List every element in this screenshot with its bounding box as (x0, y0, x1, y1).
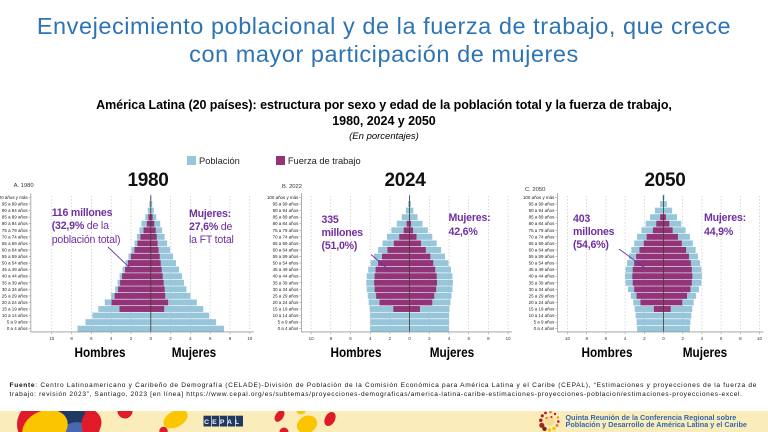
svg-text:30 a 34 años: 30 a 34 años (529, 287, 555, 292)
svg-text:55 a 59 años: 55 a 59 años (2, 254, 28, 259)
svg-text:10: 10 (49, 336, 54, 341)
svg-text:80 a 84 años: 80 a 84 años (273, 221, 299, 226)
svg-text:8: 8 (739, 336, 742, 341)
svg-text:10: 10 (247, 336, 252, 341)
svg-text:10 a 14 años: 10 a 14 años (529, 313, 555, 318)
svg-text:10: 10 (757, 336, 762, 341)
svg-text:35 a 39 años: 35 a 39 años (2, 280, 28, 285)
svg-text:50 a 54 años: 50 a 54 años (529, 261, 555, 266)
svg-text:35 a 39 años: 35 a 39 años (529, 280, 555, 285)
svg-text:CEPAL: CEPAL (204, 418, 242, 425)
svg-text:45 a 49 años: 45 a 49 años (529, 267, 555, 272)
svg-text:70 a 74 años: 70 a 74 años (273, 234, 299, 239)
svg-text:2: 2 (428, 336, 431, 341)
svg-text:6: 6 (720, 336, 723, 341)
svg-text:10: 10 (565, 336, 570, 341)
svg-text:4: 4 (448, 336, 451, 341)
svg-text:4: 4 (369, 336, 372, 341)
svg-text:0 a 4 años: 0 a 4 años (278, 326, 300, 331)
svg-text:20 a 24 años: 20 a 24 años (529, 300, 555, 305)
svg-text:10 a 14 años: 10 a 14 años (2, 313, 28, 318)
svg-text:75 a 79 años: 75 a 79 años (273, 228, 299, 233)
svg-text:40 a 44 años: 40 a 44 años (2, 274, 28, 279)
svg-text:85 a 89 años: 85 a 89 años (2, 215, 28, 220)
svg-text:25 a 29 años: 25 a 29 años (529, 293, 555, 298)
svg-text:2: 2 (643, 336, 646, 341)
svg-text:70 a 74 años: 70 a 74 años (2, 234, 28, 239)
svg-text:55 a 59 años: 55 a 59 años (529, 254, 555, 259)
svg-text:4: 4 (189, 336, 192, 341)
svg-text:40 a 44 años: 40 a 44 años (529, 274, 555, 279)
svg-text:60 a 64 años: 60 a 64 años (273, 247, 299, 252)
svg-text:2: 2 (169, 336, 172, 341)
svg-text:5 a 9 años: 5 a 9 años (7, 320, 29, 325)
svg-text:8: 8 (487, 336, 490, 341)
svg-text:85 a 89 años: 85 a 89 años (273, 215, 299, 220)
svg-text:6: 6 (605, 336, 608, 341)
svg-text:6: 6 (349, 336, 352, 341)
svg-text:40 a 44 años: 40 a 44 años (273, 274, 299, 279)
svg-text:50 a 54 años: 50 a 54 años (2, 261, 28, 266)
svg-text:65 a 69 años: 65 a 69 años (2, 241, 28, 246)
svg-text:0: 0 (408, 336, 411, 341)
svg-text:15 a 19 años: 15 a 19 años (273, 307, 299, 312)
svg-text:30 a 34 años: 30 a 34 años (273, 287, 299, 292)
svg-text:90 a 94 años: 90 a 94 años (529, 208, 555, 213)
svg-text:2: 2 (130, 336, 133, 341)
svg-text:80 a 84 años: 80 a 84 años (2, 221, 28, 226)
svg-text:4: 4 (624, 336, 627, 341)
svg-text:65 a 69 años: 65 a 69 años (529, 241, 555, 246)
svg-text:55 a 59 años: 55 a 59 años (273, 254, 299, 259)
svg-text:8: 8 (585, 336, 588, 341)
svg-text:6: 6 (467, 336, 470, 341)
svg-text:8: 8 (70, 336, 73, 341)
svg-text:5 a 9 años: 5 a 9 años (534, 320, 556, 325)
svg-text:85 a 89 años: 85 a 89 años (529, 215, 555, 220)
svg-text:35 a 39 años: 35 a 39 años (273, 280, 299, 285)
svg-text:75 a 79 años: 75 a 79 años (529, 228, 555, 233)
svg-text:15 a 19 años: 15 a 19 años (2, 307, 28, 312)
svg-text:60 a 64 años: 60 a 64 años (529, 247, 555, 252)
svg-text:65 a 69 años: 65 a 69 años (273, 241, 299, 246)
svg-text:95 a 99 años: 95 a 99 años (529, 202, 555, 207)
svg-text:95 a 99 años: 95 a 99 años (2, 202, 28, 207)
svg-text:25 a 29 años: 25 a 29 años (273, 293, 299, 298)
svg-text:6: 6 (90, 336, 93, 341)
svg-text:0 a 4 años: 0 a 4 años (7, 326, 29, 331)
svg-text:100 años y más: 100 años y más (267, 195, 299, 200)
svg-text:70 a 74 años: 70 a 74 años (529, 234, 555, 239)
svg-text:8: 8 (229, 336, 232, 341)
svg-text:4: 4 (110, 336, 113, 341)
svg-text:0 a 4 años: 0 a 4 años (534, 326, 556, 331)
svg-text:15 a 19 años: 15 a 19 años (529, 307, 555, 312)
svg-text:5 a 9 años: 5 a 9 años (278, 320, 300, 325)
svg-text:6: 6 (209, 336, 212, 341)
svg-text:95 a 99 años: 95 a 99 años (273, 202, 299, 207)
svg-text:8: 8 (330, 336, 333, 341)
svg-text:60 a 64 años: 60 a 64 años (2, 247, 28, 252)
svg-text:2: 2 (681, 336, 684, 341)
svg-text:10: 10 (506, 336, 511, 341)
svg-text:90 a 94 años: 90 a 94 años (2, 208, 28, 213)
svg-text:20 a 24 años: 20 a 24 años (273, 300, 299, 305)
svg-text:10: 10 (309, 336, 314, 341)
svg-text:25 a 29 años: 25 a 29 años (2, 293, 28, 298)
svg-text:30 a 34 años: 30 a 34 años (2, 287, 28, 292)
svg-text:90 a 94 años: 90 a 94 años (273, 208, 299, 213)
svg-text:100 años y más: 100 años y más (523, 195, 555, 200)
svg-text:45 a 49 años: 45 a 49 años (2, 267, 28, 272)
svg-text:2: 2 (389, 336, 392, 341)
svg-text:45 a 49 años: 45 a 49 años (273, 267, 299, 272)
svg-text:20 a 24 años: 20 a 24 años (2, 300, 28, 305)
svg-text:4: 4 (701, 336, 704, 341)
svg-text:10 a 14 años: 10 a 14 años (273, 313, 299, 318)
svg-text:0: 0 (662, 336, 665, 341)
svg-text:80 a 84 años: 80 a 84 años (529, 221, 555, 226)
svg-text:50 a 54 años: 50 a 54 años (273, 261, 299, 266)
svg-text:100 años y más: 100 años y más (0, 195, 28, 200)
svg-text:75 a 79 años: 75 a 79 años (2, 228, 28, 233)
svg-text:0: 0 (150, 336, 153, 341)
